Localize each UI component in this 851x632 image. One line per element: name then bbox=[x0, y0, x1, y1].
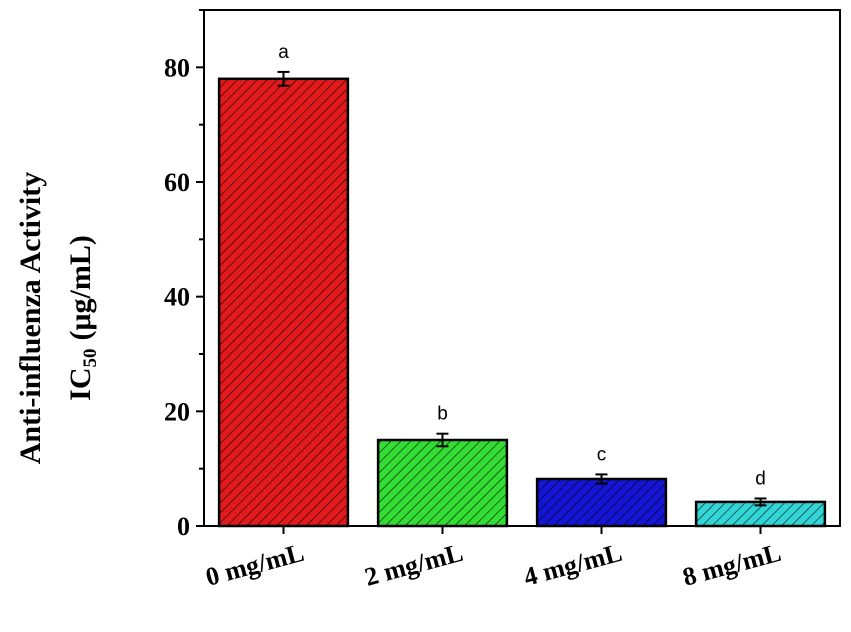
error-bar-1 bbox=[436, 432, 449, 448]
x-tick-label-2: 4 mg/mL bbox=[521, 538, 625, 592]
plot-frame bbox=[203, 9, 841, 527]
y-axis-label-line2: IC50 (μg/mL) bbox=[64, 235, 101, 401]
error-bar-0 bbox=[277, 70, 290, 87]
significance-letters-layer: a b c d bbox=[278, 42, 766, 490]
y-axis-ticks: 0 20 40 60 80 bbox=[164, 9, 204, 541]
x-tick-label-3: 8 mg/mL bbox=[680, 538, 784, 592]
y-tick-label-1: 20 bbox=[164, 397, 190, 426]
significance-letter-1: b bbox=[437, 404, 448, 425]
y-axis-label-ic: IC bbox=[64, 367, 97, 400]
bar-1 bbox=[376, 438, 509, 528]
bar-2 bbox=[535, 477, 668, 528]
x-tick-label-0: 0 mg/mL bbox=[203, 538, 307, 592]
y-tick-label-4: 80 bbox=[164, 53, 190, 82]
bar-0 bbox=[217, 77, 350, 528]
y-axis-label-unit: (μg/mL) bbox=[64, 235, 97, 340]
y-axis-label: Anti-influenza Activity IC50 (μg/mL) bbox=[14, 172, 101, 465]
error-bars-layer bbox=[277, 70, 767, 507]
significance-letter-2: c bbox=[597, 444, 607, 465]
error-bar-2 bbox=[595, 473, 608, 485]
x-tick-label-1: 2 mg/mL bbox=[362, 538, 466, 592]
error-bar-3 bbox=[754, 497, 767, 507]
y-axis-label-line1: Anti-influenza Activity bbox=[14, 172, 47, 465]
y-tick-label-2: 40 bbox=[164, 283, 190, 312]
x-axis-ticks: 0 mg/mL 2 mg/mL 4 mg/mL 8 mg/mL bbox=[203, 526, 784, 592]
significance-letter-3: d bbox=[755, 468, 766, 489]
y-tick-label-3: 60 bbox=[164, 168, 190, 197]
y-tick-label-0: 0 bbox=[177, 512, 190, 541]
y-axis-label-subscript: 50 bbox=[80, 348, 101, 367]
significance-letter-0: a bbox=[278, 42, 289, 63]
bars-layer bbox=[217, 77, 827, 528]
